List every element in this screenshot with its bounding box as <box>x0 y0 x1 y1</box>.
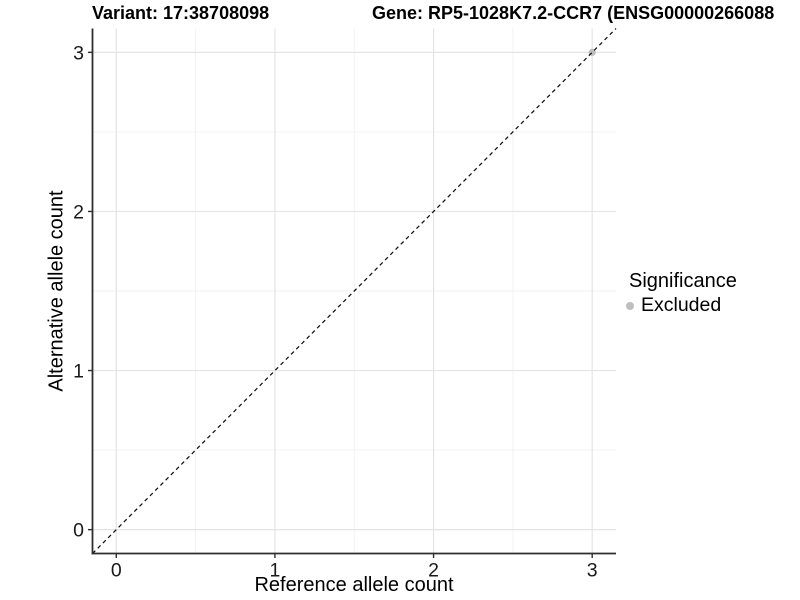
y-tick-label: 1 <box>73 361 84 383</box>
legend-title: Significance <box>629 270 737 292</box>
legend-item-excluded: Excluded <box>626 294 737 316</box>
gene-title: Gene: RP5-1028K7.2-CCR7 (ENSG00000266088 <box>372 3 775 23</box>
y-axis-title: Alternative allele count <box>45 190 68 392</box>
x-axis-title: Reference allele count <box>254 574 454 596</box>
x-tick-label: 3 <box>587 560 598 582</box>
x-tick-label: 0 <box>111 560 122 582</box>
variant-title: Variant: 17:38708098 <box>92 3 270 23</box>
y-tick-label: 0 <box>73 520 84 542</box>
identity-reference-line <box>92 28 617 554</box>
legend-item-label: Excluded <box>641 294 722 316</box>
y-tick-label: 3 <box>73 42 84 64</box>
legend: Significance Excluded <box>626 270 737 316</box>
x-tick-label: 1 <box>270 560 281 582</box>
excluded-point-swatch <box>626 301 634 310</box>
x-tick-label: 2 <box>428 560 439 582</box>
y-tick-label: 2 <box>73 201 84 223</box>
